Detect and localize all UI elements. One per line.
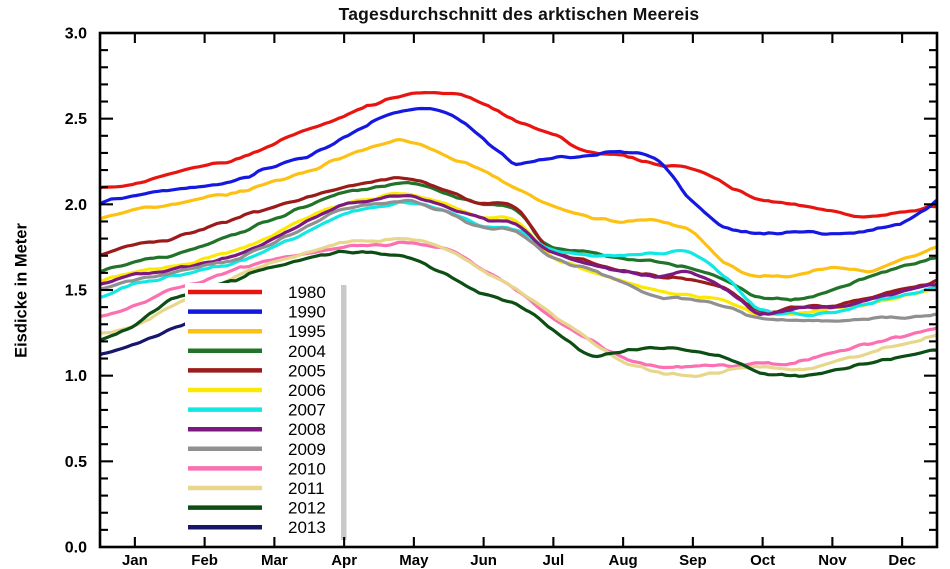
legend-label-1995: 1995 bbox=[288, 322, 326, 341]
series-line-1995 bbox=[100, 137, 937, 279]
x-tick-label: Jul bbox=[543, 552, 565, 569]
legend-label-2011: 2011 bbox=[288, 479, 325, 498]
series-line-1990 bbox=[100, 106, 937, 236]
legend-label-1980: 1980 bbox=[288, 283, 326, 302]
series-line-2008 bbox=[100, 194, 937, 316]
x-tick-label: Jun bbox=[470, 552, 497, 569]
series-line-2012 bbox=[100, 249, 937, 378]
legend-label-2006: 2006 bbox=[288, 381, 326, 400]
legend-entry-2007: 2007 bbox=[188, 401, 326, 420]
legend-label-2012: 2012 bbox=[288, 499, 326, 518]
x-tick-label: Jan bbox=[122, 552, 148, 569]
y-tick-label: 2.0 bbox=[65, 197, 87, 214]
y-tick-label: 2.5 bbox=[65, 111, 87, 128]
chart-title: Tagesdurchschnitt des arktischen Meereis bbox=[338, 4, 700, 24]
x-tick-label: Nov bbox=[818, 552, 847, 569]
legend-label-2004: 2004 bbox=[288, 342, 326, 361]
series-line-1980 bbox=[100, 91, 937, 219]
x-tick-label: Feb bbox=[191, 552, 218, 569]
legend-entry-2005: 2005 bbox=[188, 361, 326, 380]
y-tick-label: 3.0 bbox=[65, 26, 87, 43]
x-tick-label: Dec bbox=[888, 552, 916, 569]
legend-entry-2013: 2013 bbox=[188, 518, 326, 537]
x-tick-label: Mar bbox=[261, 552, 288, 569]
legend-entry-2009: 2009 bbox=[188, 440, 326, 459]
y-tick-labels: 0.0 0.5 1.0 1.5 2.0 2.5 3.0 bbox=[65, 26, 87, 557]
legend-label-2013: 2013 bbox=[288, 518, 326, 537]
y-tick-label: 1.5 bbox=[65, 283, 87, 300]
legend-label-2009: 2009 bbox=[288, 440, 326, 459]
legend-entry-1995: 1995 bbox=[188, 322, 326, 341]
x-tick-label: Sep bbox=[679, 552, 707, 569]
y-axis-ticks bbox=[100, 49, 937, 531]
x-tick-label: Oct bbox=[750, 552, 775, 569]
series-line-2007 bbox=[100, 200, 937, 318]
y-tick-label: 1.0 bbox=[65, 368, 87, 385]
series-line-2009 bbox=[100, 198, 937, 323]
legend-entry-2011: 2011 bbox=[188, 479, 325, 498]
legend-entry-2012: 2012 bbox=[188, 499, 326, 518]
legend-entry-2004: 2004 bbox=[188, 342, 326, 361]
legend-label-2005: 2005 bbox=[288, 361, 326, 380]
legend-label-2010: 2010 bbox=[288, 459, 326, 478]
series-line-2011 bbox=[100, 236, 937, 379]
x-tick-label: Aug bbox=[609, 552, 638, 569]
legend-entry-1990: 1990 bbox=[188, 303, 326, 322]
x-tick-label: Apr bbox=[331, 552, 357, 569]
x-tick-label: May bbox=[399, 552, 429, 569]
legend-entry-2008: 2008 bbox=[188, 420, 326, 439]
x-axis-ticks bbox=[133, 33, 904, 547]
legend-label-1990: 1990 bbox=[288, 303, 326, 322]
legend-entry-2010: 2010 bbox=[188, 459, 326, 478]
legend-entry-1980: 1980 bbox=[188, 283, 326, 302]
legend-entry-2006: 2006 bbox=[188, 381, 326, 400]
x-tick-labels: Jan Feb Mar Apr May Jun Jul Aug Sep Oct Nov Dec bbox=[122, 552, 916, 569]
series-lines bbox=[100, 91, 937, 379]
legend-label-2007: 2007 bbox=[288, 401, 326, 420]
y-tick-label: 0.5 bbox=[65, 454, 87, 471]
legend-label-2008: 2008 bbox=[288, 420, 326, 439]
legend: 1980199019952004200520062007200820092010… bbox=[185, 283, 347, 540]
y-tick-label: 0.0 bbox=[65, 540, 87, 557]
